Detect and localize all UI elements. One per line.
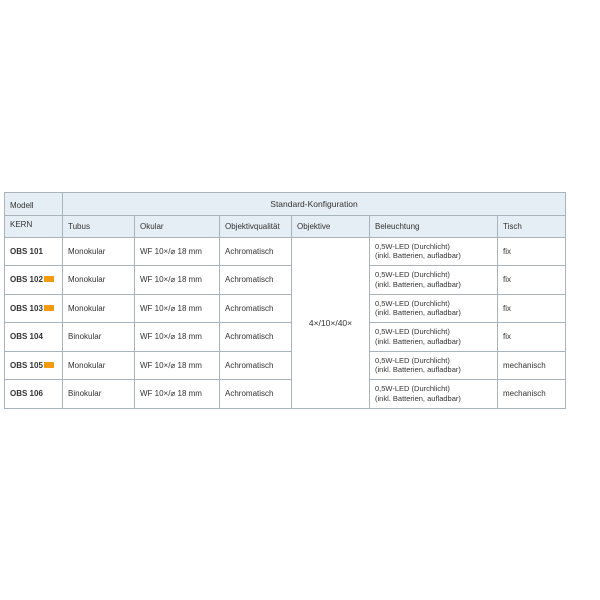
new-badge-icon — [44, 362, 54, 368]
okular-cell: WF 10×/⌀ 18 mm — [135, 237, 220, 266]
objq-cell: Achromatisch — [220, 294, 292, 323]
header-row-2: KERN Tubus Okular Objektivqualität Objek… — [5, 215, 566, 237]
lighting-line2: (inkl. Batterien, aufladbar) — [375, 280, 461, 289]
lighting-line1: 0,5W-LED (Durchlicht) — [375, 384, 450, 393]
table-row: OBS 102 Monokular WF 10×/⌀ 18 mm Achroma… — [5, 266, 566, 295]
okular-cell: WF 10×/⌀ 18 mm — [135, 351, 220, 380]
header-objektive: Objektive — [292, 215, 370, 237]
tubus-cell: Monokular — [63, 266, 135, 295]
table-row: OBS 101 Monokular WF 10×/⌀ 18 mm Achroma… — [5, 237, 566, 266]
table-row: OBS 103 Monokular WF 10×/⌀ 18 mm Achroma… — [5, 294, 566, 323]
lighting-cell: 0,5W-LED (Durchlicht)(inkl. Batterien, a… — [370, 380, 498, 409]
okular-cell: WF 10×/⌀ 18 mm — [135, 323, 220, 352]
lighting-line1: 0,5W-LED (Durchlicht) — [375, 242, 450, 251]
tubus-cell: Binokular — [63, 380, 135, 409]
table-row: OBS 104 Binokular WF 10×/⌀ 18 mm Achroma… — [5, 323, 566, 352]
lighting-line2: (inkl. Batterien, aufladbar) — [375, 251, 461, 260]
model-cell: OBS 104 — [5, 323, 63, 352]
tubus-cell: Binokular — [63, 323, 135, 352]
model-label: OBS 103 — [10, 304, 43, 313]
new-badge-icon — [44, 305, 54, 311]
okular-cell: WF 10×/⌀ 18 mm — [135, 380, 220, 409]
lighting-cell: 0,5W-LED (Durchlicht)(inkl. Batterien, a… — [370, 294, 498, 323]
lighting-line1: 0,5W-LED (Durchlicht) — [375, 356, 450, 365]
tubus-cell: Monokular — [63, 351, 135, 380]
header-row-1: Modell Standard-Konfiguration — [5, 192, 566, 215]
tisch-cell: fix — [498, 323, 566, 352]
header-standard-config: Standard-Konfiguration — [63, 192, 566, 215]
tisch-cell: fix — [498, 266, 566, 295]
model-label: OBS 101 — [10, 247, 43, 256]
header-okular: Okular — [135, 215, 220, 237]
spec-table: Modell Standard-Konfiguration KERN Tubus… — [4, 192, 566, 409]
model-cell: OBS 102 — [5, 266, 63, 295]
table-row: OBS 106 Binokular WF 10×/⌀ 18 mm Achroma… — [5, 380, 566, 409]
spec-table-container: Modell Standard-Konfiguration KERN Tubus… — [0, 192, 566, 409]
model-cell: OBS 106 — [5, 380, 63, 409]
header-objektivqualitat: Objektivqualität — [220, 215, 292, 237]
lighting-line2: (inkl. Batterien, aufladbar) — [375, 337, 461, 346]
lighting-line2: (inkl. Batterien, aufladbar) — [375, 394, 461, 403]
objq-cell: Achromatisch — [220, 266, 292, 295]
header-tubus: Tubus — [63, 215, 135, 237]
tubus-cell: Monokular — [63, 237, 135, 266]
model-cell: OBS 105 — [5, 351, 63, 380]
tisch-cell: mechanisch — [498, 380, 566, 409]
model-cell: OBS 103 — [5, 294, 63, 323]
lighting-line1: 0,5W-LED (Durchlicht) — [375, 327, 450, 336]
lighting-line1: 0,5W-LED (Durchlicht) — [375, 299, 450, 308]
header-modell: Modell — [5, 192, 63, 215]
tisch-cell: fix — [498, 294, 566, 323]
lighting-line2: (inkl. Batterien, aufladbar) — [375, 308, 461, 317]
header-beleuchtung: Beleuchtung — [370, 215, 498, 237]
lighting-cell: 0,5W-LED (Durchlicht)(inkl. Batterien, a… — [370, 323, 498, 352]
lighting-cell: 0,5W-LED (Durchlicht)(inkl. Batterien, a… — [370, 266, 498, 295]
tisch-cell: fix — [498, 237, 566, 266]
lighting-cell: 0,5W-LED (Durchlicht)(inkl. Batterien, a… — [370, 351, 498, 380]
header-tisch: Tisch — [498, 215, 566, 237]
objq-cell: Achromatisch — [220, 323, 292, 352]
okular-cell: WF 10×/⌀ 18 mm — [135, 294, 220, 323]
lighting-cell: 0,5W-LED (Durchlicht)(inkl. Batterien, a… — [370, 237, 498, 266]
tisch-cell: mechanisch — [498, 351, 566, 380]
model-label: OBS 102 — [10, 275, 43, 284]
objektive-cell: 4×/10×/40× — [292, 237, 370, 408]
lighting-line2: (inkl. Batterien, aufladbar) — [375, 365, 461, 374]
objq-cell: Achromatisch — [220, 237, 292, 266]
model-label: OBS 105 — [10, 361, 43, 370]
model-label: OBS 106 — [10, 389, 43, 398]
objq-cell: Achromatisch — [220, 380, 292, 409]
model-cell: OBS 101 — [5, 237, 63, 266]
header-kern: KERN — [5, 215, 63, 237]
tubus-cell: Monokular — [63, 294, 135, 323]
lighting-line1: 0,5W-LED (Durchlicht) — [375, 270, 450, 279]
okular-cell: WF 10×/⌀ 18 mm — [135, 266, 220, 295]
new-badge-icon — [44, 276, 54, 282]
model-label: OBS 104 — [10, 332, 43, 341]
objq-cell: Achromatisch — [220, 351, 292, 380]
table-row: OBS 105 Monokular WF 10×/⌀ 18 mm Achroma… — [5, 351, 566, 380]
